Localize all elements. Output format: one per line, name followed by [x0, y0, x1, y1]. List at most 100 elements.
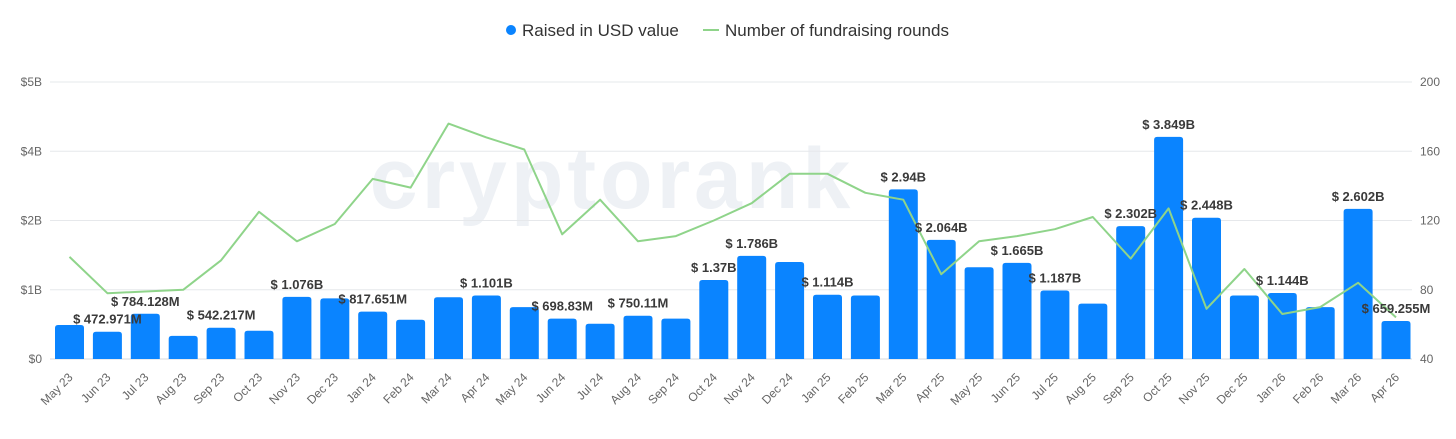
gridlines [50, 81, 1412, 360]
data-label: $ 1.37B [691, 260, 737, 275]
bar [1116, 226, 1146, 359]
bar-series [55, 136, 1411, 359]
x-tick-label: Nov 25 [1176, 370, 1213, 407]
bar [926, 239, 956, 359]
data-label: $ 1.665B [991, 243, 1044, 258]
data-label: $ 784.128M [111, 294, 180, 309]
x-tick-label: Jun 24 [533, 370, 569, 406]
bar [775, 262, 805, 359]
bar [168, 335, 198, 359]
x-tick-label: Sep 25 [1100, 370, 1137, 407]
data-label: $ 1.101B [460, 275, 513, 290]
y-right-tick: 160 [1420, 144, 1440, 158]
x-tick-label: Mar 25 [873, 370, 910, 407]
bar [585, 323, 615, 359]
x-tick-label: Nov 24 [721, 370, 758, 407]
y-left-tick: $4B [21, 144, 42, 158]
bar [1078, 303, 1108, 359]
data-label: $ 2.602B [1332, 189, 1385, 204]
x-tick-label: Mar 24 [418, 370, 455, 407]
bar [850, 295, 880, 359]
bar [396, 319, 426, 359]
data-label: $ 472.971M [73, 312, 142, 327]
bar [244, 330, 274, 359]
bar [661, 318, 691, 359]
x-tick-label: May 23 [38, 370, 76, 408]
y-left-tick: $0 [29, 352, 43, 366]
y-left-tick: $2B [21, 214, 42, 228]
bar [964, 267, 994, 359]
y-right-tick: 80 [1420, 283, 1434, 297]
x-tick-label: Jul 23 [119, 370, 152, 403]
data-label: $ 2.064B [915, 220, 968, 235]
data-label: $ 2.94B [881, 169, 927, 184]
x-tick-label: Feb 25 [835, 370, 872, 407]
x-tick-label: Mar 26 [1328, 370, 1365, 407]
bar [1002, 262, 1032, 359]
bar [813, 294, 842, 359]
legend-label-raised[interactable]: Raised in USD value [522, 21, 679, 40]
x-tick-label: Jan 24 [343, 370, 379, 406]
bar [92, 331, 122, 359]
x-tick-label: Oct 25 [1140, 370, 1175, 405]
data-label: $ 1.786B [725, 236, 778, 251]
y-right-tick: 40 [1420, 352, 1434, 366]
x-tick-label: Jul 25 [1028, 370, 1061, 403]
x-tick-label: Nov 23 [266, 370, 303, 407]
bar [1154, 136, 1184, 359]
data-label: $ 3.849B [1142, 117, 1195, 132]
x-tick-label: Jun 25 [988, 370, 1024, 406]
y-right-tick: 120 [1420, 214, 1440, 228]
x-tick-label: Oct 23 [230, 370, 265, 405]
x-tick-label: Dec 24 [759, 370, 796, 407]
y-left-tick: $5B [21, 75, 42, 89]
data-label: $ 1.076B [271, 277, 324, 292]
x-tick-label: Aug 23 [153, 370, 190, 407]
bar [547, 318, 577, 359]
rounds-line [68, 122, 1397, 319]
bar [699, 279, 729, 359]
x-tick-label: Feb 26 [1290, 370, 1327, 407]
bar [737, 255, 767, 359]
y-left-tick: $1B [21, 283, 42, 297]
x-tick-label: May 25 [947, 370, 985, 408]
x-tick-label: Jul 24 [574, 370, 607, 403]
x-tick-label: Apr 26 [1367, 370, 1402, 405]
bar [1381, 320, 1411, 359]
bar [206, 327, 236, 359]
bar [320, 298, 350, 359]
x-tick-label: Dec 23 [304, 370, 341, 407]
x-tick-label: Feb 24 [380, 370, 417, 407]
legend-marker-raised [506, 25, 516, 35]
x-tick-label: Sep 23 [190, 370, 227, 407]
data-label: $ 2.302B [1104, 206, 1157, 221]
line-series [68, 122, 1397, 319]
x-tick-label: May 24 [493, 370, 531, 408]
data-label: $ 1.187B [1029, 271, 1082, 286]
bar [623, 315, 653, 359]
bar [358, 311, 388, 359]
bar [1192, 217, 1221, 359]
bar [1040, 290, 1070, 359]
data-label: $ 817.651M [338, 292, 407, 307]
x-tick-label: Oct 24 [685, 370, 720, 405]
legend: Raised in USD value Number of fundraisin… [506, 21, 949, 40]
bar [55, 324, 84, 359]
bar [888, 189, 918, 359]
bar [509, 307, 539, 359]
x-tick-label: Aug 25 [1062, 370, 1099, 407]
x-tick-label: Sep 24 [645, 370, 682, 407]
bar [1267, 292, 1297, 359]
legend-label-rounds[interactable]: Number of fundraising rounds [725, 21, 949, 40]
data-label: $ 1.114B [801, 275, 853, 290]
data-label: $ 698.83M [531, 299, 592, 314]
x-tick-label: Apr 25 [912, 370, 947, 405]
bar [434, 297, 463, 359]
x-tick-label: Aug 24 [607, 370, 644, 407]
x-tick-label: Jun 23 [78, 370, 114, 406]
y-axis-left: $0 $1B $2B $4B $5B [21, 75, 43, 366]
x-tick-label: Apr 24 [458, 370, 493, 405]
bar [130, 313, 160, 359]
y-axis-right: 40 80 120 160 200 [1420, 75, 1440, 366]
